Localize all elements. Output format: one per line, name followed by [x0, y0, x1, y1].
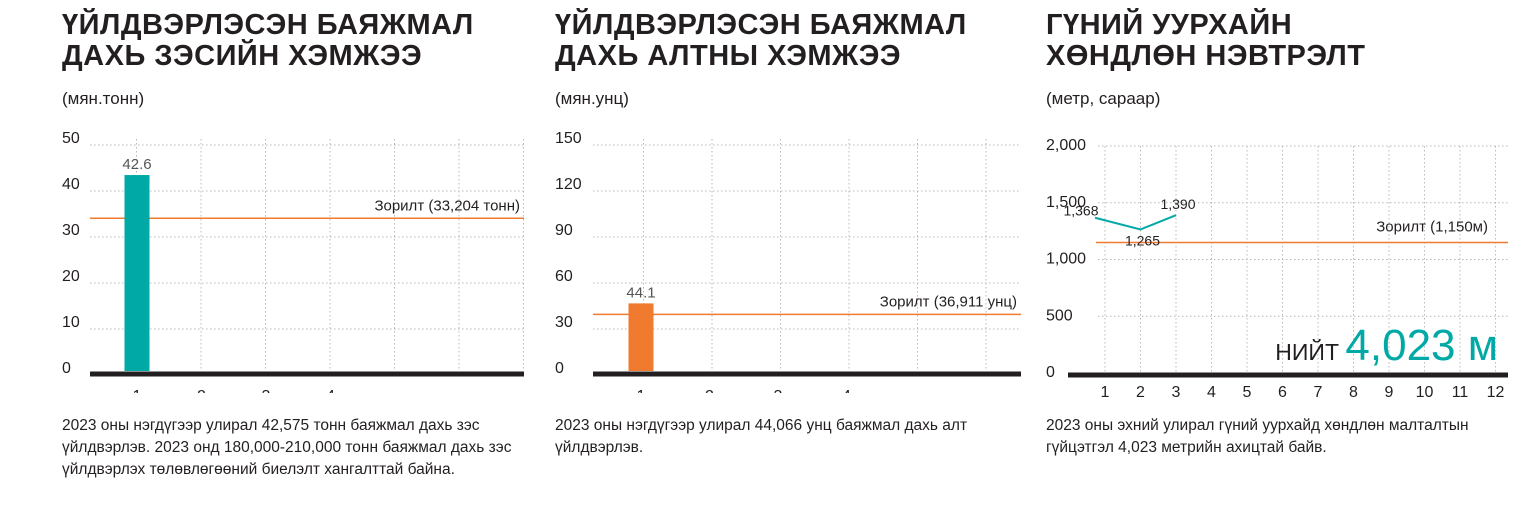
y-tick-label: 2,000 — [1046, 137, 1086, 154]
y-tick-label: 10 — [62, 314, 80, 331]
y-tick-label: 120 — [555, 176, 582, 193]
point-label: 1,265 — [1125, 232, 1160, 248]
series-line — [1094, 214, 1177, 231]
copper-note: 2023 оны нэгдүгээр улирал 42,575 тонн ба… — [62, 417, 512, 478]
copper-title: ҮЙЛДВЭРЛЭСЭН БАЯЖМАЛ ДАХЬ ЗЭСИЙН ХЭМЖЭЭ — [62, 10, 474, 72]
y-tick-label: 150 — [555, 130, 582, 147]
x-tick-label: 3 — [774, 388, 783, 393]
copper-title-line2: ДАХЬ ЗЭСИЙН ХЭМЖЭЭ — [62, 40, 423, 72]
bar — [124, 175, 150, 371]
y-tick-label: 0 — [1046, 364, 1055, 381]
y-tick-label: 20 — [62, 268, 80, 285]
y-tick-label: 1,500 — [1046, 194, 1086, 211]
total-prefix: НИЙТ — [1275, 338, 1345, 365]
gold-chart: 0 30 60 90 120 150 Зорилт (36,911 унц) 44.1 1 2 3 4 — [555, 130, 1021, 393]
underground-title-line2: ХӨНДЛӨН НЭВТРЭЛТ — [1046, 40, 1366, 72]
bar-value-label: 42.6 — [122, 156, 151, 173]
x-tick-label: 2 — [1136, 384, 1145, 401]
x-tick-label: 3 — [262, 388, 271, 393]
gold-panel: ҮЙЛДВЭРЛЭСЭН БАЯЖМАЛ ДАХЬ АЛТНЫ ХЭМЖЭЭ (… — [555, 0, 1025, 519]
underground-unit: (метр, сараар) — [1046, 89, 1161, 108]
x-tick-label: 1 — [133, 388, 142, 393]
x-tick-label: 7 — [1314, 384, 1323, 401]
y-tick-label: 90 — [555, 222, 573, 239]
gold-unit: (мян.унц) — [555, 89, 629, 108]
underground-panel: ГҮНИЙ УУРХАЙН ХӨНДЛӨН НЭВТРЭЛТ (метр, са… — [1046, 0, 1516, 519]
x-tick-label: 8 — [1349, 384, 1358, 401]
underground-title: ГҮНИЙ УУРХАЙН ХӨНДЛӨН НЭВТРЭЛТ — [1046, 10, 1365, 72]
y-tick-label: 0 — [62, 360, 71, 377]
y-tick-label: 1,000 — [1046, 251, 1086, 268]
underground-note: 2023 оны эхний улирал гүний уурхайд хөнд… — [1046, 417, 1469, 456]
y-tick-label: 40 — [62, 176, 80, 193]
y-tick-label: 30 — [555, 314, 573, 331]
x-tick-label: 1 — [1101, 384, 1110, 401]
copper-panel: ҮЙЛДВЭРЛЭСЭН БАЯЖМАЛ ДАХЬ ЗЭСИЙН ХЭМЖЭЭ … — [62, 0, 532, 519]
gold-title-line1: ҮЙЛДВЭРЛЭСЭН БАЯЖМАЛ — [555, 9, 967, 41]
x-tick-label: 12 — [1487, 384, 1505, 401]
copper-unit: (мян.тонн) — [62, 89, 145, 108]
y-tick-label: 60 — [555, 268, 573, 285]
y-tick-label: 30 — [62, 222, 80, 239]
point-label: 1,390 — [1160, 196, 1195, 212]
x-tick-label: 2 — [197, 388, 206, 393]
x-tick-label: 3 — [1172, 384, 1181, 401]
x-tick-label: 4 — [326, 388, 335, 393]
bar-value-label: 44.1 — [626, 284, 655, 301]
y-tick-label: 0 — [555, 360, 564, 377]
x-tick-label: 4 — [1207, 384, 1216, 401]
x-tick-label: 5 — [1243, 384, 1252, 401]
underground-chart: 0 500 1,000 1,500 2,000 Зорилт (1,150м) 1,368 1… — [1046, 137, 1508, 401]
target-label: Зорилт (33,204 тонн) — [374, 197, 520, 214]
underground-title-line1: ГҮНИЙ УУРХАЙН — [1046, 9, 1293, 41]
target-label: Зорилт (1,150м) — [1376, 218, 1488, 235]
x-tick-label: 10 — [1416, 384, 1434, 401]
target-label: Зорилт (36,911 унц) — [880, 293, 1017, 310]
x-tick-label: 9 — [1385, 384, 1394, 401]
total-annotation: НИЙТ 4,023 м — [1275, 321, 1498, 370]
x-tick-label: 11 — [1452, 384, 1469, 401]
point-label: 1,368 — [1063, 203, 1098, 219]
gold-note: 2023 оны нэгдүгээр улирал 44,066 унц бая… — [555, 417, 968, 456]
y-tick-label: 500 — [1046, 307, 1073, 324]
gold-title: ҮЙЛДВЭРЛЭСЭН БАЯЖМАЛ ДАХЬ АЛТНЫ ХЭМЖЭЭ — [555, 10, 967, 72]
y-tick-label: 50 — [62, 130, 80, 147]
copper-title-line1: ҮЙЛДВЭРЛЭСЭН БАЯЖМАЛ — [62, 9, 474, 41]
gold-title-line2: ДАХЬ АЛТНЫ ХЭМЖЭЭ — [555, 40, 901, 72]
bar — [628, 303, 654, 371]
x-tick-label: 2 — [705, 388, 714, 393]
x-tick-label: 6 — [1278, 384, 1287, 401]
total-value: 4,023 м — [1345, 321, 1498, 370]
x-tick-label: 4 — [842, 388, 851, 393]
copper-chart: 0 10 20 30 40 50 Зорилт (33,204 тонн) 42.6 1 2 3 4 — [62, 130, 524, 393]
x-tick-label: 1 — [637, 388, 646, 393]
